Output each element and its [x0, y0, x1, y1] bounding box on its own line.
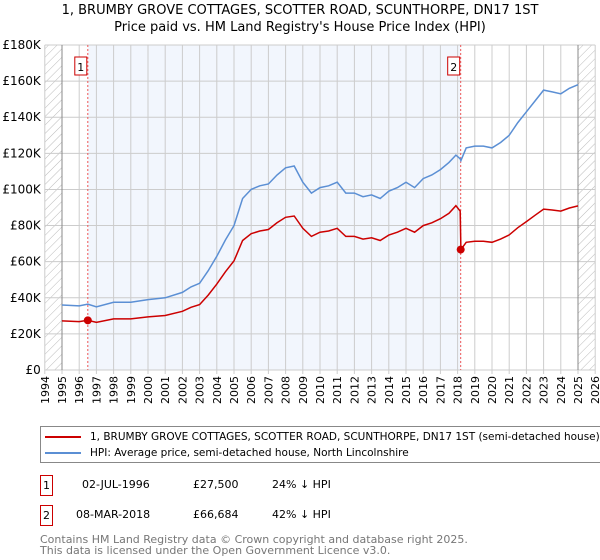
y-tick-label: £140K — [2, 110, 42, 124]
x-tick-label: 2016 — [417, 376, 430, 404]
x-tick-label: 2009 — [297, 376, 310, 404]
x-tick-label: 2004 — [211, 376, 224, 404]
y-tick-label: £60K — [10, 255, 42, 269]
x-tick-label: 1995 — [56, 376, 69, 404]
x-tick-label: 2008 — [280, 376, 293, 404]
x-tick-label: 2012 — [348, 376, 361, 404]
x-tick-label: 2005 — [228, 376, 241, 404]
plot-area: 1994 1995 1996 1997 1998 1999 2000 2001 2002 2003… — [2, 38, 600, 404]
x-tick-label: 2002 — [176, 376, 189, 404]
hatched-region-after — [578, 45, 596, 370]
x-tick-label: 2000 — [142, 376, 155, 404]
x-tick-label: 2017 — [434, 376, 447, 404]
x-tick-label: 2018 — [452, 376, 465, 404]
x-tick-label: 1999 — [125, 376, 138, 404]
x-tick-label: 2006 — [245, 376, 258, 404]
x-tick-label: 1994 — [39, 376, 52, 404]
sale-price: £66,684 — [193, 508, 239, 521]
y-tick-label: £80K — [10, 219, 42, 233]
x-tick-label: 2025 — [572, 376, 585, 404]
legend-swatch-blue — [45, 452, 81, 454]
y-tick-label: £0 — [26, 363, 41, 377]
sale-hpi-diff: 24% ↓ HPI — [272, 478, 331, 491]
sale-point — [456, 245, 465, 254]
sale-marker-box: 2 — [40, 505, 53, 526]
y-tick-label: £160K — [2, 74, 42, 88]
hatched-region-before — [44, 45, 62, 370]
chart-title: 1, BRUMBY GROVE COTTAGES, SCOTTER ROAD, … — [61, 3, 539, 18]
y-tick-label: £40K — [10, 291, 42, 305]
legend-label: 1, BRUMBY GROVE COTTAGES, SCOTTER ROAD, … — [90, 431, 600, 443]
x-tick-label: 2013 — [366, 376, 379, 404]
x-tick-label: 2007 — [262, 376, 275, 404]
sale-date: 08-MAR-2018 — [76, 508, 151, 521]
x-tick-label: 1997 — [90, 376, 103, 404]
y-tick-label: £100K — [2, 182, 42, 196]
y-tick-label: £180K — [2, 38, 42, 52]
sale-price: £27,500 — [193, 478, 239, 491]
x-tick-label: 2010 — [314, 376, 327, 404]
footer-line: This data is licensed under the Open Gov… — [40, 544, 391, 557]
x-tick-label: 2019 — [469, 376, 482, 404]
x-tick-label: 2014 — [383, 376, 396, 404]
hpi-line — [61, 84, 579, 308]
sale-label: 2 — [450, 61, 457, 74]
x-tick-label: 2003 — [194, 376, 207, 404]
sale-period-shading — [87, 45, 461, 370]
x-tick-label: 1998 — [108, 376, 121, 404]
x-tick-label: 2023 — [538, 376, 551, 404]
y-tick-label: £120K — [2, 146, 42, 160]
footer: Contains HM Land Registry data © Crown c… — [40, 534, 468, 556]
legend-label: HPI: Average price, semi-detached house,… — [90, 447, 409, 459]
sale-label-box — [447, 56, 461, 76]
sale-point — [83, 316, 92, 325]
legend-item-hpi: HPI: Average price, semi-detached house,… — [45, 445, 409, 461]
sale-label-box — [74, 56, 88, 76]
x-tick-label: 1996 — [73, 376, 86, 404]
x-tick-label: 2011 — [331, 376, 344, 404]
legend-swatch-red — [45, 436, 81, 438]
sale-label: 1 — [77, 61, 84, 74]
x-tick-label: 2022 — [520, 376, 533, 404]
x-tick-label: 2024 — [555, 376, 568, 404]
sale-hpi-diff: 42% ↓ HPI — [272, 508, 331, 521]
legend-item-property: 1, BRUMBY GROVE COTTAGES, SCOTTER ROAD, … — [45, 429, 600, 445]
price-paid-line — [61, 204, 579, 324]
x-tick-label: 2015 — [400, 376, 413, 404]
chart-subtitle: Price paid vs. HM Land Registry's House … — [114, 20, 486, 35]
chart-title-block: 1, BRUMBY GROVE COTTAGES, SCOTTER ROAD, … — [0, 2, 600, 36]
legend: 1, BRUMBY GROVE COTTAGES, SCOTTER ROAD, … — [40, 426, 600, 463]
x-tick-label: 2020 — [486, 376, 499, 404]
sale-marker-box: 1 — [40, 475, 53, 496]
x-tick-label: 2021 — [503, 376, 516, 404]
y-tick-label: £20K — [10, 327, 42, 341]
sale-date: 02-JUL-1996 — [82, 478, 150, 491]
x-tick-label: 2026 — [589, 376, 600, 404]
footer-line: Contains HM Land Registry data © Crown c… — [40, 533, 468, 546]
x-tick-label: 2001 — [159, 376, 172, 404]
